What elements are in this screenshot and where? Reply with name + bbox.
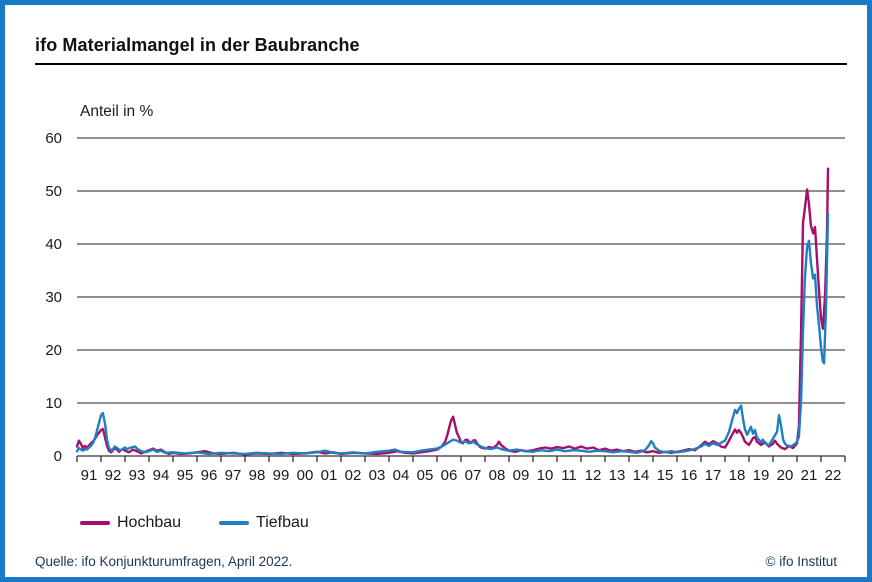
svg-text:02: 02 (345, 467, 362, 484)
svg-text:12: 12 (585, 467, 602, 484)
hochbau-line-swatch-icon (80, 521, 110, 525)
svg-text:08: 08 (489, 467, 506, 484)
copyright-note: © ifo Institut (765, 554, 837, 569)
svg-text:22: 22 (825, 467, 842, 484)
svg-text:92: 92 (105, 467, 122, 484)
page-title: ifo Materialmangel in der Baubranche (35, 35, 847, 65)
svg-text:0: 0 (54, 448, 62, 465)
svg-text:06: 06 (441, 467, 458, 484)
svg-text:07: 07 (465, 467, 482, 484)
chart-legend: Hochbau Tiefbau (80, 514, 309, 532)
svg-text:93: 93 (129, 467, 146, 484)
svg-text:01: 01 (321, 467, 338, 484)
svg-text:04: 04 (393, 467, 410, 484)
svg-text:10: 10 (537, 467, 554, 484)
svg-text:14: 14 (633, 467, 650, 484)
svg-text:99: 99 (273, 467, 290, 484)
svg-text:96: 96 (201, 467, 218, 484)
tiefbau-line (75, 212, 830, 456)
svg-text:30: 30 (45, 289, 62, 306)
svg-text:16: 16 (681, 467, 698, 484)
svg-text:09: 09 (513, 467, 530, 484)
svg-text:03: 03 (369, 467, 386, 484)
x-axis-ticks (76, 456, 846, 462)
chart-footer: Quelle: ifo Konjunkturumfragen, April 20… (35, 554, 837, 569)
legend-item-hochbau: Hochbau (80, 514, 181, 532)
svg-text:19: 19 (753, 467, 770, 484)
y-grid-and-labels: 0 10 20 30 40 50 60 (45, 130, 845, 465)
legend-label-hochbau: Hochbau (117, 514, 182, 531)
legend-label-tiefbau: Tiefbau (256, 514, 309, 531)
svg-text:05: 05 (417, 467, 434, 484)
line-chart-canvas: 0 10 20 30 40 50 60 91 92 93 94 95 96 97 98 99 00 01 02 03 0… (45, 130, 846, 484)
y-axis-unit-label: Anteil in % (80, 103, 154, 120)
svg-text:20: 20 (45, 342, 62, 359)
legend-item-tiefbau: Tiefbau (219, 514, 309, 532)
svg-text:94: 94 (153, 467, 170, 484)
svg-text:18: 18 (729, 467, 746, 484)
svg-text:50: 50 (45, 183, 62, 200)
tiefbau-line-swatch-icon (219, 521, 250, 525)
source-note: Quelle: ifo Konjunkturumfragen, April 20… (35, 554, 293, 569)
svg-text:00: 00 (297, 467, 314, 484)
svg-text:91: 91 (81, 467, 98, 484)
svg-text:15: 15 (657, 467, 674, 484)
svg-text:20: 20 (777, 467, 794, 484)
svg-text:10: 10 (45, 395, 62, 412)
svg-text:17: 17 (705, 467, 722, 484)
svg-text:98: 98 (249, 467, 266, 484)
svg-text:95: 95 (177, 467, 194, 484)
hochbau-line (75, 167, 830, 456)
svg-text:11: 11 (561, 467, 577, 484)
x-axis-labels: 91 92 93 94 95 96 97 98 99 00 01 02 03 04 05 06 07 08 09 10… (81, 467, 842, 484)
svg-text:21: 21 (801, 467, 818, 484)
svg-text:60: 60 (45, 130, 62, 147)
svg-text:13: 13 (609, 467, 626, 484)
svg-text:97: 97 (225, 467, 242, 484)
svg-text:40: 40 (45, 236, 62, 253)
